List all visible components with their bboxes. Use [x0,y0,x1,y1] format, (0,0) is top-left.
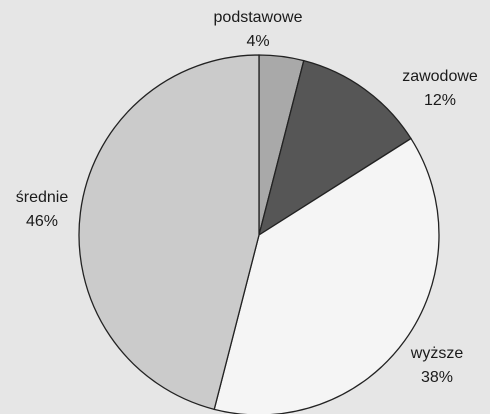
slice-label: średnie [16,189,69,206]
slice-label: podstawowe [214,9,303,26]
slice-label: wyższe [410,345,464,362]
slice-label: zawodowe [402,68,478,85]
value-label: 46% [26,213,58,230]
pie-slice [213,137,440,414]
value-label: 38% [421,369,453,386]
value-label: 4% [246,33,269,50]
pie-slice [78,54,260,411]
value-label: 12% [424,92,456,109]
pie-slice [257,59,412,237]
